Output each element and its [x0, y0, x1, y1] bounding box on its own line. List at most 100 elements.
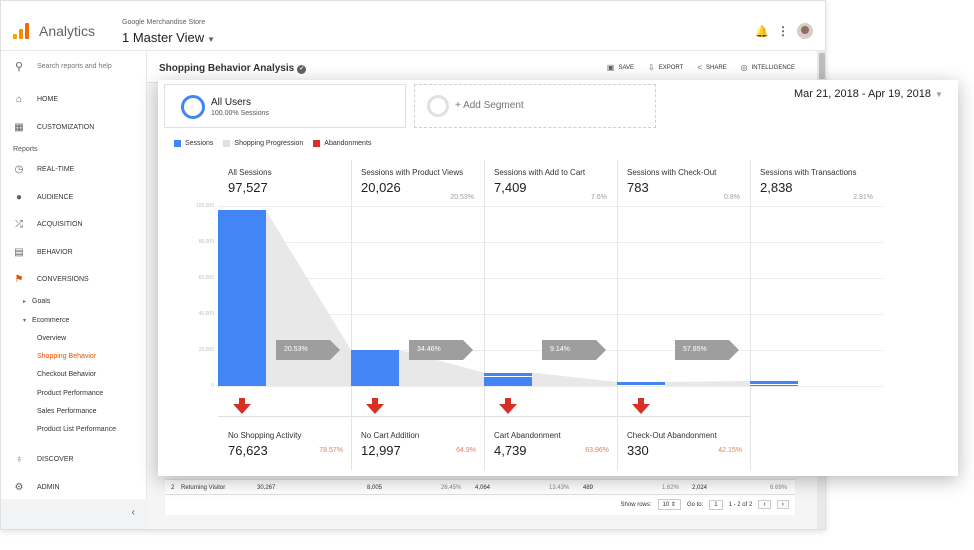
goto-input[interactable]: 1	[709, 499, 723, 510]
legend-label: Sessions	[185, 140, 214, 147]
sidebar-item-conversions[interactable]: ⚑ CONVERSIONS	[1, 269, 147, 289]
more-vert-icon[interactable]: ⋮	[777, 24, 789, 38]
funnel-chart: 100,000 80,000 60,000 40,000 20,000 0 All Sess…	[158, 160, 958, 476]
date-range-picker[interactable]: Mar 21, 2018 - Apr 19, 2018 ▼	[794, 88, 943, 100]
analytics-logo-icon[interactable]	[13, 23, 29, 39]
segment-sub: 100.00% Sessions	[211, 110, 269, 117]
export-button[interactable]: ⇩ EXPORT	[648, 63, 683, 72]
cell: 489	[583, 485, 594, 491]
sidebar-item-customization[interactable]: ▦ CUSTOMIZATION	[1, 117, 147, 137]
sessions-bar[interactable]	[750, 380, 798, 386]
gear-icon: ⚙	[14, 481, 24, 493]
sidebar: ⚲ Search reports and help ⌂ HOME ▦ CUSTOMI…	[1, 51, 147, 529]
abandonment-value: 76,623	[228, 443, 268, 458]
sidebar-item-discover[interactable]: ♁ DISCOVER	[1, 449, 147, 469]
segment-all-users[interactable]: All Users 100.00% Sessions	[164, 84, 406, 128]
sidebar-item-label: AUDIENCE	[37, 193, 74, 201]
add-segment-button[interactable]: + Add Segment	[414, 84, 656, 128]
caret-right-icon: ▸	[23, 299, 27, 305]
y-tick-label: 100,000	[195, 203, 214, 209]
sessions-bar[interactable]	[617, 382, 665, 386]
share-button[interactable]: < SHARE	[697, 63, 726, 72]
sessions-bar[interactable]	[351, 349, 399, 386]
save-button[interactable]: ▣ SAVE	[607, 63, 634, 72]
abandonment-percent: 78.57%	[319, 447, 343, 454]
legend-label: Abandonments	[324, 140, 372, 147]
sidebar-item-audience[interactable]: ● AUDIENCE	[1, 187, 147, 207]
view-selector[interactable]: 1 Master View ▼	[122, 30, 215, 45]
stage-percent: 0.8%	[724, 194, 740, 201]
search-bar[interactable]: ⚲ Search reports and help	[1, 51, 147, 81]
progression-rate: 20.53%	[284, 346, 308, 353]
avatar[interactable]	[797, 23, 813, 39]
gridline	[218, 314, 883, 315]
legend-swatch	[174, 140, 181, 147]
tag-arrow-icon	[675, 340, 739, 360]
sidebar-item-product-list-performance[interactable]: Product List Performance	[37, 426, 116, 433]
clock-icon: ◷	[14, 163, 24, 175]
sidebar-item-product-performance[interactable]: Product Performance	[37, 390, 104, 397]
cell: 1.62%	[662, 485, 680, 491]
caret-down-icon: ▼	[207, 35, 216, 44]
stage-title: Sessions with Add to Cart	[494, 168, 586, 177]
verified-icon: ✓	[297, 65, 307, 74]
abandonment-box[interactable]: No Shopping Activity 76,623 78.57%	[218, 416, 351, 468]
sidebar-item-goals[interactable]: ▸ Goals	[23, 298, 50, 305]
progression-rate-tag: 57.85%	[675, 340, 739, 360]
abandonment-box[interactable]: Check-Out Abandonment 330 42.15%	[617, 416, 750, 468]
show-rows-select[interactable]: 10 ⇕	[657, 499, 681, 510]
sidebar-item-ecommerce[interactable]: ▾ Ecommerce	[23, 317, 69, 324]
tag-arrow-shape	[409, 340, 473, 360]
abandonment-box[interactable]: No Cart Addition 12,997 64.9%	[351, 416, 484, 468]
sidebar-item-behavior[interactable]: ▤ BEHAVIOR	[1, 242, 147, 262]
abandonment-arrow-icon	[632, 398, 650, 414]
sidebar-item-label: DISCOVER	[37, 455, 74, 463]
stage-percent: 7.6%	[591, 194, 607, 201]
show-rows-label: Show rows:	[620, 501, 652, 508]
reports-label: Reports	[13, 146, 38, 153]
sidebar-item-label: CONVERSIONS	[37, 275, 89, 283]
tag-arrow-shape	[675, 340, 739, 360]
y-tick-label: 60,000	[198, 275, 214, 281]
stage-value: 7,409	[494, 180, 527, 195]
save-icon: ▣	[606, 63, 615, 72]
acquisition-icon: ⤮	[15, 218, 23, 230]
table-row[interactable]: 2 Returning Visitor 30,267 8,005 26.45% …	[165, 479, 795, 495]
behavior-icon: ▤	[14, 246, 24, 258]
sidebar-item-overview[interactable]: Overview	[37, 335, 67, 342]
bell-icon[interactable]: 🔔	[755, 25, 769, 38]
page-title-text: Shopping Behavior Analysis	[159, 63, 295, 74]
search-input[interactable]: Search reports and help	[37, 62, 112, 70]
sidebar-item-admin[interactable]: ⚙ ADMIN	[1, 477, 147, 497]
progression-rate: 57.85%	[683, 346, 707, 353]
prev-page-button[interactable]: ‹	[758, 500, 771, 509]
top-bar: Analytics Google Merchandise Store 1 Mas…	[1, 1, 825, 51]
person-icon: ●	[15, 191, 23, 203]
collapse-icon[interactable]: ‹	[131, 507, 135, 518]
tag-arrow-shape	[542, 340, 606, 360]
app-title[interactable]: Analytics	[39, 23, 96, 39]
sidebar-item-realtime[interactable]: ◷ REAL-TIME	[1, 159, 147, 179]
sidebar-item-checkout-behavior[interactable]: Checkout Behavior	[37, 371, 97, 378]
abandonment-box[interactable]: Cart Abandonment 4,739 63.96%	[484, 416, 617, 468]
intelligence-icon: ◎	[740, 63, 748, 72]
row-label[interactable]: Returning Visitor	[181, 485, 226, 491]
cell: 4,064	[475, 485, 491, 491]
abandonment-percent: 63.96%	[585, 447, 609, 454]
sidebar-item-shopping-behavior[interactable]: Shopping Behavior	[37, 353, 97, 360]
sidebar-item-home[interactable]: ⌂ HOME	[1, 89, 147, 109]
next-page-button[interactable]: ›	[776, 500, 789, 509]
sidebar-item-label: HOME	[37, 95, 58, 103]
intelligence-button[interactable]: ◎ INTELLIGENCE	[741, 63, 795, 72]
legend-item: Sessions	[174, 140, 213, 147]
account-name[interactable]: Google Merchandise Store	[122, 19, 206, 26]
bar-divider	[484, 375, 532, 377]
gridline	[218, 206, 883, 207]
sessions-bar[interactable]	[218, 210, 266, 386]
legend-swatch	[223, 140, 231, 147]
sidebar-item-acquisition[interactable]: ⤮ ACQUISITION	[1, 214, 147, 234]
sessions-bar[interactable]	[484, 372, 532, 386]
sidebar-item-sales-performance[interactable]: Sales Performance	[37, 408, 97, 415]
y-tick-label: 0	[211, 383, 214, 389]
abandonment-arrow-icon	[366, 398, 384, 414]
